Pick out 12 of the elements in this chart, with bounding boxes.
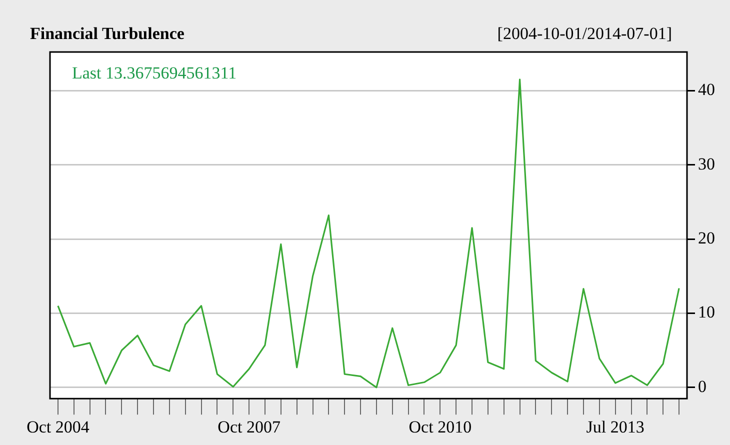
x-tick-label: Jul 2013: [586, 417, 644, 436]
annotation: Last 13.3675694561311: [72, 63, 237, 82]
y-tick-label: 30: [698, 154, 715, 174]
x-tick-label: Oct 2010: [408, 417, 472, 436]
chart-subtitle: [2004-10-01/2014-07-01]: [497, 24, 672, 44]
chart-title: Financial Turbulence: [30, 24, 184, 44]
y-tick-label: 20: [698, 228, 715, 248]
y-tick-label: 40: [698, 80, 715, 100]
x-tick-label: Oct 2007: [218, 417, 281, 436]
y-tick-label: 0: [698, 376, 706, 396]
x-tick-label: Oct 2004: [26, 417, 90, 436]
y-tick-label: 10: [698, 302, 715, 322]
